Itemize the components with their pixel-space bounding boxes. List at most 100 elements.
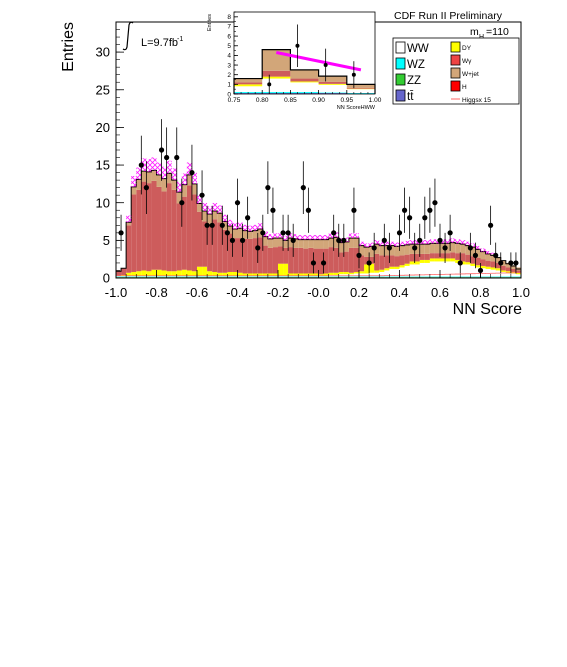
uncertainty-band-bin: [419, 240, 425, 245]
data-point: [255, 232, 261, 263]
data-point: [118, 214, 124, 251]
bar-dy: [267, 273, 273, 276]
uncertainty-band-bin: [207, 206, 213, 214]
data-point: [143, 161, 149, 214]
data-point: [437, 223, 443, 257]
bar-dy: [455, 259, 461, 263]
legend-label: WW: [407, 43, 429, 55]
y-tick-label: 7: [227, 24, 231, 31]
x-tick-label: 1.0: [512, 285, 530, 300]
bar-ww: [389, 268, 395, 277]
bar-ww: [470, 265, 476, 277]
bar-wgamma: [272, 237, 278, 248]
bar-wgamma: [338, 241, 344, 253]
bar-wjet: [308, 247, 314, 274]
uncertainty-band-bin: [374, 240, 380, 245]
bar-wgamma: [267, 238, 273, 248]
data-point: [189, 144, 195, 201]
uncertainty-band-bin: [202, 202, 208, 211]
bar-wgamma: [475, 248, 481, 258]
bar-wgamma: [136, 179, 142, 190]
bar-dy: [288, 273, 294, 276]
bar-wgamma: [510, 265, 516, 269]
data-marker: [305, 207, 311, 213]
bar-wgamma: [181, 184, 187, 197]
bar-wgamma: [450, 241, 456, 253]
bar-dy: [384, 268, 390, 271]
bar-dy: [480, 265, 486, 269]
bar-wjet: [242, 238, 248, 274]
bar-dy: [283, 263, 289, 276]
data-marker: [310, 260, 317, 266]
bar-wjet: [495, 262, 501, 269]
bar-dy: [171, 271, 177, 276]
legend-item: H: [450, 80, 467, 92]
data-marker: [336, 237, 342, 243]
bar-dy: [303, 273, 309, 276]
uncertainty-band-bin: [176, 181, 182, 193]
legend-label: WZ: [407, 59, 425, 71]
uncertainty-band-bin: [424, 240, 430, 245]
bar-ww: [429, 261, 435, 277]
uncertainty-band-bin: [131, 175, 137, 187]
bar-wgamma: [247, 230, 253, 239]
bar-wjet: [445, 253, 451, 259]
bar-wjet: [126, 225, 132, 273]
bar-wgamma: [348, 237, 354, 248]
data-marker: [138, 162, 144, 168]
bar-ww: [234, 86, 263, 93]
bar-wjet: [470, 256, 476, 264]
data-point: [412, 232, 418, 263]
uncertainty-band-bin: [445, 239, 451, 244]
bar-wjet: [303, 248, 309, 274]
legend-label: Higgsx 15: [462, 97, 491, 104]
bar-wjet: [475, 257, 481, 266]
data-point: [138, 135, 144, 195]
bar-wjet: [156, 186, 162, 270]
bar-wjet: [374, 253, 380, 271]
legend-swatch: [395, 73, 406, 86]
uncertainty-band-bin: [298, 234, 304, 240]
data-point: [260, 214, 266, 251]
legend-label: ZZ: [407, 75, 421, 87]
bar-wjet: [455, 253, 461, 260]
y-tick-label: 3: [227, 62, 231, 69]
bar-ww: [359, 273, 365, 277]
data-point: [245, 196, 251, 239]
uncertainty-band-bin: [414, 240, 420, 245]
bar-wgamma: [399, 244, 405, 256]
main-x-axis-label: NN Score: [453, 301, 522, 318]
uncertainty-band-bin: [181, 173, 187, 185]
data-marker: [174, 154, 180, 161]
bar-dy: [374, 270, 380, 273]
y-tick-label: 15: [96, 158, 110, 173]
bar-ww: [505, 272, 511, 277]
bar-dy: [389, 266, 395, 269]
bar-dy: [247, 273, 253, 276]
uncertainty-band-bin: [465, 241, 471, 246]
bar-wgamma: [262, 235, 268, 246]
bar-wgamma: [364, 246, 370, 257]
bar-wjet: [414, 253, 420, 262]
bar-dy: [328, 272, 334, 275]
bar-wjet: [121, 268, 127, 275]
bar-wjet: [290, 78, 319, 82]
data-marker: [158, 147, 165, 153]
data-marker: [245, 215, 251, 221]
uncertainty-band-bin: [252, 224, 258, 231]
bar-wgamma: [237, 228, 243, 239]
bar-wjet: [510, 268, 516, 272]
legend-item: Higgsx 15: [451, 97, 491, 104]
bar-wgamma: [490, 254, 496, 262]
uncertainty-band-bin: [313, 234, 319, 240]
bar-wjet: [485, 260, 491, 267]
bar-dy: [338, 271, 344, 275]
bar-wgamma: [217, 212, 223, 223]
bar-dy: [500, 270, 506, 272]
bar-ww: [384, 270, 390, 277]
bar-dy: [262, 76, 291, 79]
bar-wjet: [328, 247, 334, 273]
bar-wgamma: [369, 245, 375, 257]
bar-dy: [156, 269, 162, 276]
data-point: [407, 196, 413, 239]
